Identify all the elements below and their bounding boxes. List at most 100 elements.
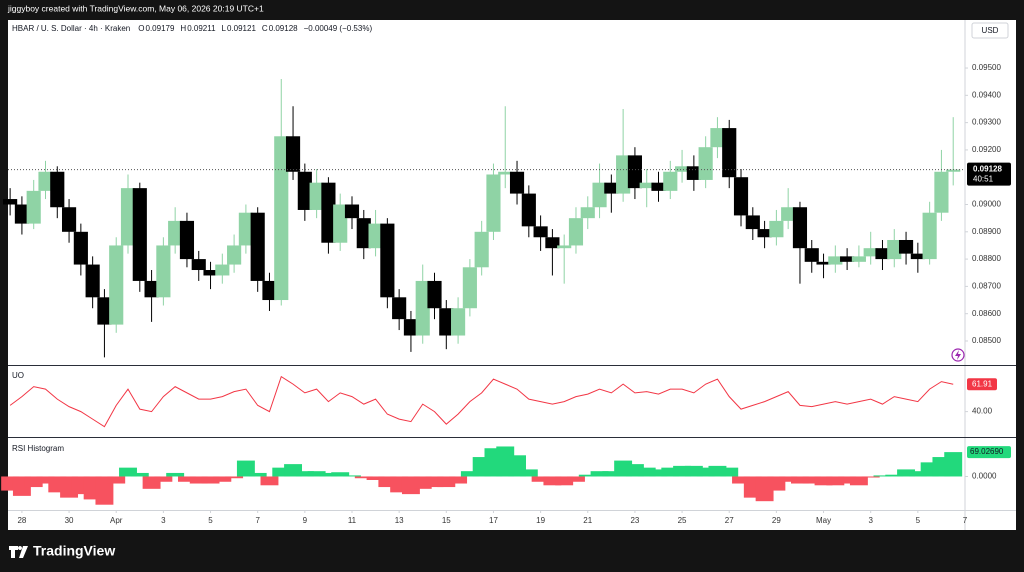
currency[interactable]: USD	[982, 26, 999, 35]
histogram-bar	[602, 471, 621, 477]
histogram-bar	[814, 476, 833, 486]
candle-body	[580, 207, 595, 219]
histogram-bar	[673, 465, 692, 477]
candle-body	[297, 171, 312, 210]
candle-body	[816, 261, 831, 265]
candle-body	[274, 136, 289, 301]
candle-body	[781, 207, 796, 221]
histogram-bar	[189, 476, 208, 484]
candle-body	[380, 223, 395, 298]
histogram-bar	[166, 472, 185, 477]
candle-body	[804, 248, 819, 262]
legend-text: 0.09121	[227, 24, 256, 33]
y-tick-label: 0.09000	[972, 200, 1001, 209]
candle-body	[250, 212, 265, 281]
candle-body	[828, 256, 843, 265]
pane-title: UO	[12, 371, 24, 380]
candle-body	[498, 171, 513, 175]
histogram-bar	[849, 476, 868, 486]
legend-text: O	[138, 24, 144, 33]
histogram-bar	[531, 476, 550, 482]
histogram-bar	[732, 476, 750, 484]
candle-body	[227, 245, 242, 265]
candle-body	[14, 204, 29, 224]
candle-body	[3, 199, 18, 205]
histogram-bar	[154, 476, 173, 482]
x-tick-label: 5	[916, 516, 921, 525]
candle-body	[686, 166, 701, 180]
histogram-bar	[425, 476, 444, 488]
x-tick-label: 19	[536, 516, 545, 525]
histogram-bar	[177, 476, 196, 482]
histogram-bar	[519, 469, 538, 477]
logo-text[interactable]: TradingView	[33, 543, 115, 559]
last-value-box	[967, 446, 1011, 459]
x-tick-label: 21	[583, 516, 592, 525]
histogram-bar	[826, 476, 845, 486]
histogram-bar	[236, 460, 255, 477]
last-value-box	[967, 378, 997, 391]
histogram-bar	[295, 471, 314, 477]
candle-body	[675, 166, 690, 172]
histogram-bar	[578, 474, 597, 477]
candle-body	[651, 182, 666, 191]
histogram-bar	[897, 469, 916, 477]
currency-box[interactable]	[971, 22, 1009, 39]
histogram-bar	[319, 472, 338, 477]
histogram-bar	[637, 467, 656, 477]
candle-body	[533, 226, 548, 238]
x-tick-label: 27	[725, 516, 734, 525]
candle-body	[509, 171, 525, 194]
y-tick-label: 0.09400	[972, 90, 1001, 99]
candle-body	[262, 280, 277, 301]
lightning-icon[interactable]	[951, 348, 965, 362]
x-tick-label: 13	[395, 516, 404, 525]
candle-body	[156, 245, 171, 298]
y-tick-label: 0.0000	[972, 472, 997, 481]
candle-body	[863, 248, 878, 257]
y-tick-label: 0.08700	[972, 282, 1001, 291]
histogram-bar	[908, 471, 927, 477]
candle-body	[309, 182, 324, 210]
candle-body	[792, 207, 808, 249]
histogram-bar	[944, 452, 963, 477]
y-tick-label: 0.09200	[972, 145, 1001, 154]
logo[interactable]: TradingView	[9, 543, 115, 559]
pane-title: RSI Histogram	[12, 444, 64, 453]
chart-area	[8, 20, 1016, 530]
icon-circle[interactable]	[951, 348, 965, 362]
histogram-bar	[543, 476, 562, 486]
candle-body	[333, 204, 348, 243]
y-tick-label: 0.09500	[972, 63, 1001, 72]
candle-body	[557, 245, 572, 249]
candle-body	[427, 280, 442, 309]
x-tick-label: Apr	[110, 516, 123, 525]
histogram-bar	[201, 476, 220, 484]
candle-body	[144, 280, 159, 298]
candle-body	[627, 155, 642, 189]
candle-body	[769, 220, 784, 238]
candle-body	[639, 182, 654, 189]
histogram-bar	[248, 472, 267, 477]
x-tick-label: 5	[208, 516, 213, 525]
y-tick-label: 40.00	[972, 407, 993, 416]
candle-body	[191, 259, 206, 271]
x-tick-label: 3	[868, 516, 873, 525]
candle-body	[403, 319, 419, 336]
y-tick-label: 0.08600	[972, 309, 1001, 318]
candle-body	[344, 204, 360, 219]
histogram-bar	[838, 476, 857, 484]
histogram-bar	[260, 476, 279, 486]
candle-body	[392, 297, 407, 320]
y-tick-label: 0.08500	[972, 336, 1001, 345]
caption: jiggyboy created with TradingView.com, M…	[7, 3, 264, 13]
legend-text: L	[222, 24, 227, 33]
icon-bolt[interactable]	[955, 350, 961, 360]
candle-body	[745, 215, 760, 230]
candle-body	[592, 182, 607, 208]
histogram-bar	[272, 467, 291, 477]
countdown: 40:51	[973, 175, 994, 184]
logo-mark[interactable]	[9, 546, 28, 558]
candle-body	[439, 308, 454, 336]
x-tick-label: 3	[161, 516, 166, 525]
